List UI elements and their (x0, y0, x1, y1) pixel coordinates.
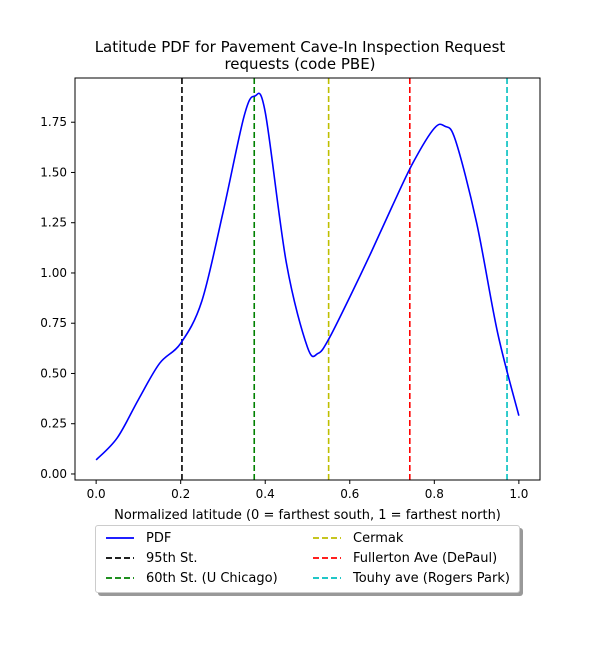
legend-swatch (313, 557, 341, 559)
reference-lines (181, 78, 508, 480)
series-layer (95, 92, 520, 461)
legend-label: Fullerton Ave (DePaul) (353, 550, 498, 566)
legend-swatch (106, 557, 134, 559)
x-tick-label: 1.0 (509, 487, 528, 501)
y-tick-label: 0.75 (40, 316, 67, 330)
legend-swatch (313, 577, 341, 579)
y-tick-label: 0.00 (40, 467, 67, 481)
legend: PDF 95th St. 60th St. (U Chicago) Cermak Ful… (95, 525, 520, 593)
x-tick-label: 0.4 (256, 487, 275, 501)
legend-label: PDF (146, 530, 172, 546)
legend-item: Touhy ave (Rogers Park) (311, 568, 510, 588)
legend-item: 95th St. (104, 548, 198, 568)
legend-label: 95th St. (146, 550, 198, 566)
x-tick-label: 0.6 (340, 487, 359, 501)
legend-swatch (106, 537, 134, 539)
chart-title-line-1: Latitude PDF for Pavement Cave-In Inspec… (94, 38, 506, 56)
axis-ticks: 0.0 0.2 0.4 0.6 0.8 1.0 0.00 0.25 0.50 0.75 1.00 1.… (40, 115, 528, 501)
x-tick-label: 0.2 (171, 487, 190, 501)
legend-label: Touhy ave (Rogers Park) (353, 570, 510, 586)
series-line-pdf (95, 92, 520, 461)
legend-swatch (313, 537, 341, 539)
x-tick-label: 0.8 (425, 487, 444, 501)
legend-label: Cermak (353, 530, 404, 546)
legend-item: PDF (104, 528, 171, 548)
plot-frame (74, 77, 541, 481)
y-tick-label: 0.50 (40, 366, 67, 380)
x-axis-label: Normalized latitude (0 = farthest south,… (114, 508, 501, 523)
y-tick-label: 0.25 (40, 417, 67, 431)
legend-swatch (106, 577, 134, 579)
y-tick-label: 1.25 (40, 216, 67, 230)
y-tick-label: 1.00 (40, 266, 67, 280)
x-tick-label: 0.0 (87, 487, 106, 501)
legend-label: 60th St. (U Chicago) (146, 570, 278, 586)
y-tick-label: 1.75 (40, 115, 67, 129)
chart-title-line-2: requests (code PBE) (224, 55, 376, 73)
legend-item: Fullerton Ave (DePaul) (311, 548, 497, 568)
legend-item: 60th St. (U Chicago) (104, 568, 278, 588)
y-tick-label: 1.50 (40, 165, 67, 179)
legend-item: Cermak (311, 528, 403, 548)
